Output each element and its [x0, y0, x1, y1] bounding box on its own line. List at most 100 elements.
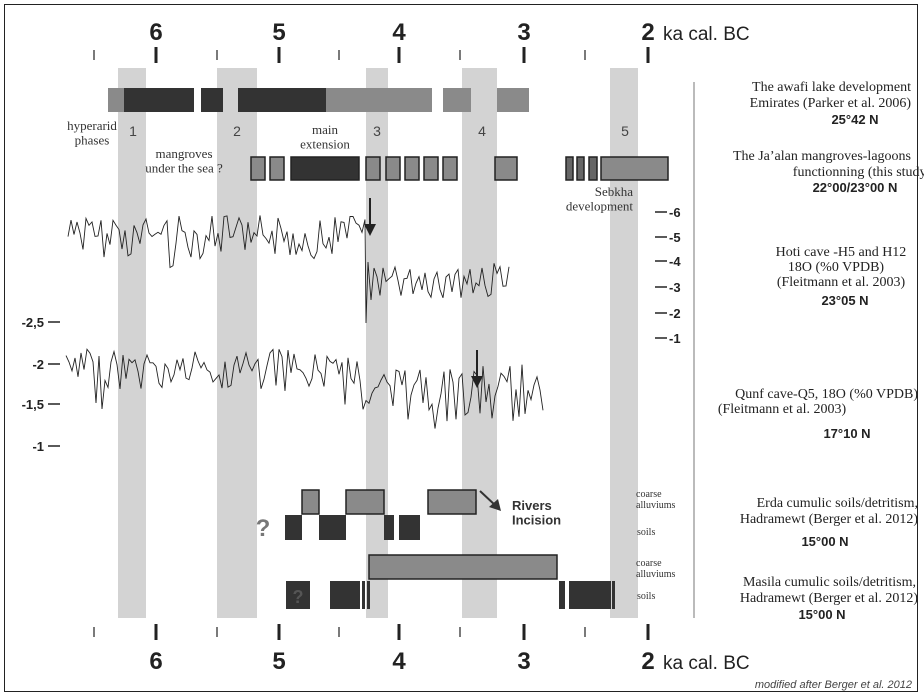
masila-coarse-alluviums-label: coarse alluviums — [636, 558, 676, 580]
erda-latitude: 15°00 N — [801, 534, 848, 549]
jaalan-box — [588, 156, 598, 181]
hoti-axis-tick-label: -1 — [669, 331, 681, 346]
awafi-bar — [497, 88, 529, 112]
phase-label-4: 4 — [478, 123, 486, 139]
erda-soil-bar — [285, 515, 302, 540]
awafi-bar — [201, 88, 223, 112]
erda-soil-bar — [399, 515, 420, 540]
bottom-axis-label-6: 6 — [149, 648, 162, 675]
masila-soil-bar — [362, 581, 365, 609]
jaalan-box — [442, 156, 458, 181]
jaalan-box — [565, 156, 574, 181]
hyperarid-band — [366, 68, 388, 618]
hoti-cave-curve — [67, 215, 510, 324]
phase-label-5: 5 — [621, 123, 629, 139]
hoti-axis-tick-label: -2 — [669, 306, 681, 321]
bottom-axis-label-4: 4 — [392, 648, 406, 675]
hoti-axis: -6 -5 -4 -3 -2 -1 — [655, 205, 681, 346]
jaalan-source: functionning (this study) — [793, 165, 924, 180]
jaalan-description: The Ja’alan mangroves-lagoons functionni… — [733, 149, 924, 195]
question-mark: ? — [256, 515, 271, 542]
hoti-source: (Fleitmann et al. 2003) — [777, 275, 906, 290]
erda-alluvium-bar — [427, 489, 477, 515]
masila-soil-bar — [559, 581, 565, 609]
awafi-source: Emirates (Parker et al. 2006) — [750, 96, 912, 111]
figure-border — [4, 4, 918, 692]
hoti-units: 18O (%0 VPDB) — [788, 260, 885, 275]
jaalan-mangrove-boxes — [250, 156, 669, 181]
masila-bars — [286, 554, 615, 609]
awafi-bar — [326, 88, 432, 112]
top-axis-label-4: 4 — [392, 19, 406, 46]
jaalan-box — [269, 156, 285, 181]
erda-description: Erda cumulic soils/detritism, Hadramewt … — [740, 496, 919, 549]
sebkha-note: Sebkha development — [566, 184, 634, 213]
hoti-axis-tick-label: -3 — [669, 280, 681, 295]
hoti-axis-tick-label: -4 — [669, 254, 681, 269]
qunf-source: (Fleitmann et al. 2003) — [718, 402, 847, 417]
hyperarid-band — [118, 68, 146, 618]
hyperarid-phase-labels: hyperarid phases 1 2 3 4 5 — [67, 118, 629, 147]
masila-question-mark: ? — [293, 587, 304, 607]
hoti-title: Hoti cave -H5 and H12 — [776, 245, 907, 260]
qunf-axis-tick-label: -1 — [32, 439, 44, 454]
qunf-arrow — [471, 350, 483, 388]
qunf-cave-curve — [65, 348, 544, 429]
erda-bars — [285, 489, 477, 540]
phase-label-2: 2 — [233, 123, 241, 139]
rivers-incision-label: Rivers Incision — [512, 498, 561, 527]
hyperarid-phase-bands — [118, 68, 638, 618]
erda-coarse-alluviums-label: coarse alluviums — [636, 489, 676, 511]
masila-soil-bar — [286, 581, 310, 609]
masila-title: Masila cumulic soils/detritism, — [743, 575, 916, 590]
qunf-title: Qunf cave-Q5, 18O (%0 VPDB) — [735, 387, 918, 402]
hyperarid-band — [217, 68, 257, 618]
bottom-axis-label-5: 5 — [272, 648, 285, 675]
top-axis-label-6: 6 — [149, 19, 162, 46]
jaalan-box — [365, 156, 381, 181]
jaalan-title: The Ja’alan mangroves-lagoons — [733, 149, 911, 164]
erda-soil-bar — [319, 515, 346, 540]
jaalan-box — [385, 156, 401, 181]
hyperarid-band — [610, 68, 638, 618]
qunf-axis: -2,5 -2 -1,5 -1 — [22, 315, 60, 454]
bottom-time-axis: 6 5 4 3 2 ka cal. BC — [93, 624, 750, 675]
awafi-bar — [108, 88, 124, 112]
main-extension-note: main extension — [300, 122, 350, 151]
awafi-lake-bars — [108, 88, 529, 112]
phase-label-1: 1 — [129, 123, 137, 139]
top-axis-label-5: 5 — [272, 19, 285, 46]
masila-source: Hadramewt (Berger et al. 2012) — [740, 591, 919, 606]
masila-alluvium-bar — [368, 554, 558, 580]
jaalan-box — [494, 156, 518, 181]
bottom-axis-ticks — [93, 624, 650, 640]
erda-source: Hadramewt (Berger et al. 2012) — [740, 512, 919, 527]
top-time-axis: 6 5 4 3 2 ka cal. BC — [93, 19, 750, 63]
footer-credit: modified after Berger et al. 2012 — [755, 679, 912, 691]
hoti-description: Hoti cave -H5 and H12 18O (%0 VPDB) (Fle… — [776, 245, 907, 308]
hoti-axis-tick-label: -5 — [669, 230, 681, 245]
masila-latitude: 15°00 N — [798, 607, 845, 622]
qunf-latitude: 17°10 N — [823, 426, 870, 441]
jaalan-box — [423, 156, 439, 181]
awafi-bar — [443, 88, 471, 112]
bottom-axis-unit: ka cal. BC — [663, 653, 750, 674]
phase-label-3: 3 — [373, 123, 381, 139]
top-axis-unit: ka cal. BC — [663, 24, 750, 45]
jaalan-box — [404, 156, 420, 181]
qunf-axis-tick-label: -2,5 — [22, 315, 44, 330]
hoti-latitude: 23°05 N — [821, 293, 868, 308]
erda-alluvium-bar — [345, 489, 385, 515]
hoti-axis-tick-label: -6 — [669, 205, 681, 220]
masila-soil-bar — [367, 581, 370, 609]
jaalan-latitude: 22°00/23°00 N — [813, 180, 898, 195]
bottom-axis-label-2: 2 — [641, 648, 654, 675]
jaalan-box — [290, 156, 360, 181]
top-axis-ticks — [93, 47, 650, 63]
mangroves-under-sea-note: mangroves under the sea ? — [145, 146, 223, 175]
awafi-bar — [124, 88, 194, 112]
top-axis-label-3: 3 — [517, 19, 530, 46]
jaalan-box — [600, 156, 669, 181]
erda-title: Erda cumulic soils/detritism, — [757, 496, 918, 511]
